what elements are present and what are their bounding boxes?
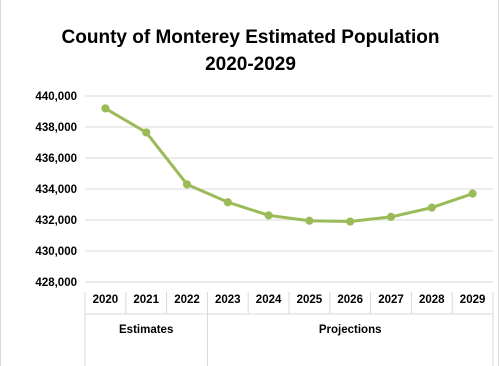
data-point xyxy=(101,104,110,113)
x-tick-label: 2020 xyxy=(93,294,119,306)
y-tick-label: 432,000 xyxy=(35,215,77,227)
y-tick-label: 434,000 xyxy=(35,184,77,196)
y-tick-label: 430,000 xyxy=(35,246,77,258)
x-tick-label: 2024 xyxy=(256,294,282,306)
x-tick-label: 2027 xyxy=(378,294,404,306)
data-point xyxy=(264,211,273,220)
data-point xyxy=(182,180,192,189)
chart-subtitle: 2020-2029 xyxy=(205,54,296,75)
x-tick-label: 2021 xyxy=(133,294,159,306)
x-tick-label: 2023 xyxy=(215,294,241,306)
data-point xyxy=(427,203,436,212)
data-point xyxy=(468,189,477,198)
x-group-label: Projections xyxy=(319,324,382,336)
x-tick-label: 2028 xyxy=(419,294,445,306)
y-tick-label: 438,000 xyxy=(35,122,77,134)
y-tick-label: 428,000 xyxy=(35,277,77,289)
data-point xyxy=(142,128,151,137)
data-point xyxy=(223,198,232,207)
x-group-label: Estimates xyxy=(119,324,173,336)
data-point xyxy=(305,216,314,225)
data-point xyxy=(386,212,396,221)
data-point xyxy=(346,217,355,226)
series-line xyxy=(103,106,475,224)
x-tick-label: 2025 xyxy=(297,294,323,306)
y-tick-label: 436,000 xyxy=(35,153,77,165)
x-tick-label: 2029 xyxy=(460,294,486,306)
x-tick-label: 2026 xyxy=(337,294,363,306)
chart-title: County of Monterey Estimated Population xyxy=(61,27,440,48)
x-tick-label: 2022 xyxy=(174,294,200,306)
y-tick-label: 440,000 xyxy=(35,91,77,103)
